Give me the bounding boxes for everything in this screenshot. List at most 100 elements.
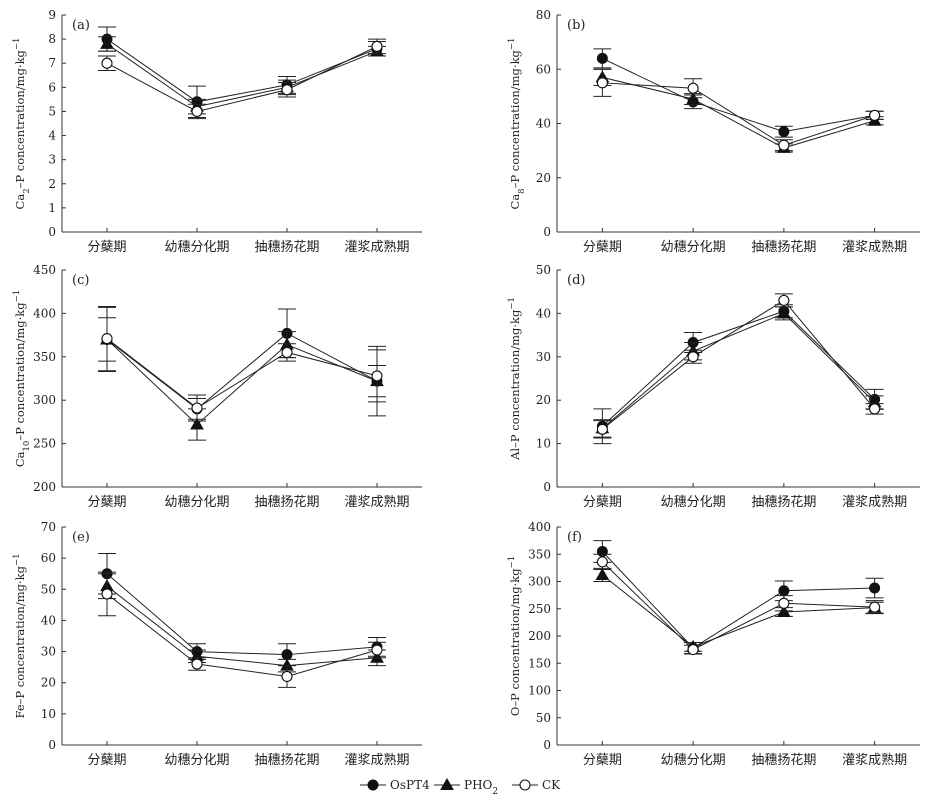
y-tick-label: 450: [33, 263, 56, 277]
data-point: [191, 658, 203, 670]
series-ospt4: [98, 306, 386, 420]
chart-panel-2: 0 20 40 60 80 分蘖期 幼穗分化期 抽穗扬花期 灌浆成熟期 (b) Ca8–P conc…: [507, 8, 920, 255]
y-axis-label: Ca2–P concentration/mg·kg−1: [12, 38, 32, 210]
data-point: [687, 644, 699, 656]
y-tick-label: 60: [536, 62, 551, 76]
y-tick-label: 10: [536, 437, 551, 451]
series-ospt4: [593, 304, 884, 445]
series-line: [602, 574, 875, 648]
y-tick-label: 200: [528, 629, 551, 643]
series-line: [106, 593, 378, 677]
y-tick-label: 50: [536, 263, 551, 277]
y-tick-label: 20: [41, 676, 56, 690]
x-tick-label: 幼穗分化期: [164, 240, 229, 255]
legend-label: OsPT4: [390, 778, 430, 792]
legend-label: CK: [542, 778, 561, 792]
y-tick-label: 200: [33, 480, 56, 494]
y-axis-label: Al–P concentration/mg·kg−1: [507, 297, 522, 461]
y-tick-label: 2: [48, 177, 56, 191]
x-tick-label: 灌浆成熟期: [344, 494, 409, 510]
y-tick-label: 20: [536, 393, 551, 407]
data-point: [687, 351, 699, 363]
chart-panel-6: 0 50 100 150 200 250 300 350 400 分蘖期 幼穗分化期 抽穗扬花期 灌浆成…: [507, 520, 920, 768]
series-pho2: [98, 573, 386, 673]
y-tick-label: 5: [48, 104, 56, 118]
series-ck: [593, 553, 884, 656]
y-tick-label: 4: [48, 129, 56, 143]
series-line: [602, 76, 875, 149]
series-ck: [593, 293, 884, 439]
data-point: [101, 333, 113, 345]
series-line: [106, 332, 378, 410]
series-line: [106, 43, 378, 108]
data-point: [596, 423, 608, 435]
y-tick-label: 20: [536, 171, 551, 185]
series-line: [602, 82, 875, 146]
series-line: [106, 573, 378, 656]
series-ck: [593, 68, 884, 152]
series-ck: [98, 305, 386, 422]
data-point: [869, 403, 881, 415]
y-tick-label: 1: [48, 201, 56, 215]
y-tick-label: 0: [543, 225, 551, 239]
chart-panel-1: 0 1 2 3 4 5 6 7 8 9 分蘖期 幼穗分化期 抽穗扬花期 灌浆成熟期 (a) Ca2–P con…: [12, 8, 422, 255]
chart-panel-3: 200 250 300 350 400 450 分蘖期 幼穗分化期 抽穗扬花期 灌浆成熟期 (c) C…: [12, 263, 422, 510]
series-pho2: [593, 68, 884, 153]
x-tick-label: 分蘖期: [87, 240, 126, 255]
x-tick-label: 分蘖期: [583, 753, 622, 768]
series-line: [602, 561, 875, 651]
x-tick-label: 幼穗分化期: [661, 495, 726, 510]
series-ospt4: [98, 26, 386, 118]
y-tick-label: 50: [41, 582, 56, 596]
legend-marker: [519, 779, 531, 791]
x-tick-label: 幼穗分化期: [661, 240, 726, 255]
y-tick-label: 9: [48, 8, 56, 22]
series-line: [602, 551, 875, 649]
data-point: [101, 588, 113, 600]
data-point: [869, 582, 881, 594]
data-point: [100, 36, 114, 49]
y-tick-label: 7: [48, 56, 56, 70]
series-line: [602, 299, 876, 430]
y-tick-label: 60: [41, 551, 56, 565]
x-tick-label: 灌浆成熟期: [842, 494, 907, 510]
y-tick-label: 150: [528, 656, 551, 670]
series-pho2: [593, 567, 884, 652]
y-tick-label: 3: [48, 153, 56, 167]
x-tick-label: 幼穗分化期: [164, 753, 229, 768]
x-tick-label: 幼穗分化期: [164, 495, 229, 510]
y-axis-label: Ca10–P concentration/mg·kg−1: [12, 290, 32, 467]
data-point: [778, 294, 790, 306]
y-tick-label: 0: [48, 738, 56, 752]
data-point: [596, 52, 608, 64]
y-tick-label: 8: [48, 32, 56, 46]
y-tick-label: 40: [536, 306, 551, 320]
chart-panel-5: 0 10 20 30 40 50 60 70 分蘖期 幼穗分化期 抽穗扬花期 灌浆成熟期 (e) Fe–P…: [12, 520, 422, 768]
y-tick-label: 40: [41, 613, 56, 627]
panel-label: (e): [72, 530, 90, 545]
y-tick-label: 350: [528, 547, 551, 561]
data-point: [687, 82, 699, 94]
y-tick-label: 30: [41, 645, 56, 659]
series-ospt4: [98, 552, 386, 667]
x-tick-label: 分蘖期: [583, 240, 622, 255]
y-tick-label: 80: [536, 8, 551, 22]
legend-marker: [367, 779, 379, 791]
y-tick-label: 250: [33, 437, 56, 451]
series-ospt4: [593, 540, 884, 654]
y-tick-label: 100: [528, 684, 551, 698]
data-point: [686, 92, 700, 105]
y-tick-label: 300: [528, 575, 551, 589]
y-tick-label: 0: [543, 738, 551, 752]
x-tick-label: 抽穗扬花期: [254, 752, 319, 768]
x-tick-label: 分蘖期: [87, 495, 126, 510]
y-tick-label: 10: [41, 707, 56, 721]
series-pho2: [98, 317, 386, 441]
y-tick-label: 70: [41, 520, 56, 534]
series-line: [106, 38, 378, 103]
data-point: [191, 402, 203, 414]
y-tick-label: 250: [528, 602, 551, 616]
series-line: [106, 585, 378, 667]
x-tick-label: 灌浆成熟期: [842, 239, 907, 255]
data-point: [281, 346, 293, 359]
